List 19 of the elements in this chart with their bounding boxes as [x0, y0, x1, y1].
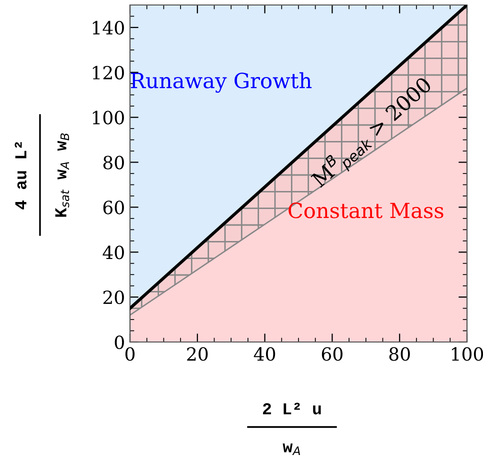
x-tick-label: 100 [452, 347, 483, 361]
x-tick-label: 40 [254, 347, 276, 361]
y-tick-label: 60 [103, 200, 124, 214]
annotation: M$^{B}$$_{peak}$ > 2000 [310, 76, 432, 188]
x-tick-label: 0 [125, 347, 135, 361]
y-tick-label: 140 [92, 20, 124, 35]
text: 4 au L² K$_{sat}$ w$_{A}$ w$_{B}$ [14, 133, 70, 217]
annotation: Runaway Growth [130, 72, 312, 93]
text: 2 L² u w$_{A}$ [262, 402, 321, 456]
y-tick-label: 0 [114, 335, 124, 350]
y-tick-label: 80 [103, 156, 124, 170]
y-tick-label: 100 [92, 110, 124, 124]
annotation: Constant Mass [288, 202, 444, 218]
y-tick-label: 40 [102, 246, 124, 260]
x-tick-label: 20 [187, 347, 208, 361]
x-tick-label: 60 [322, 347, 342, 361]
y-tick-label: 120 [92, 66, 124, 80]
y-tick-label: 20 [103, 290, 124, 304]
x-tick-label: 80 [389, 347, 410, 361]
